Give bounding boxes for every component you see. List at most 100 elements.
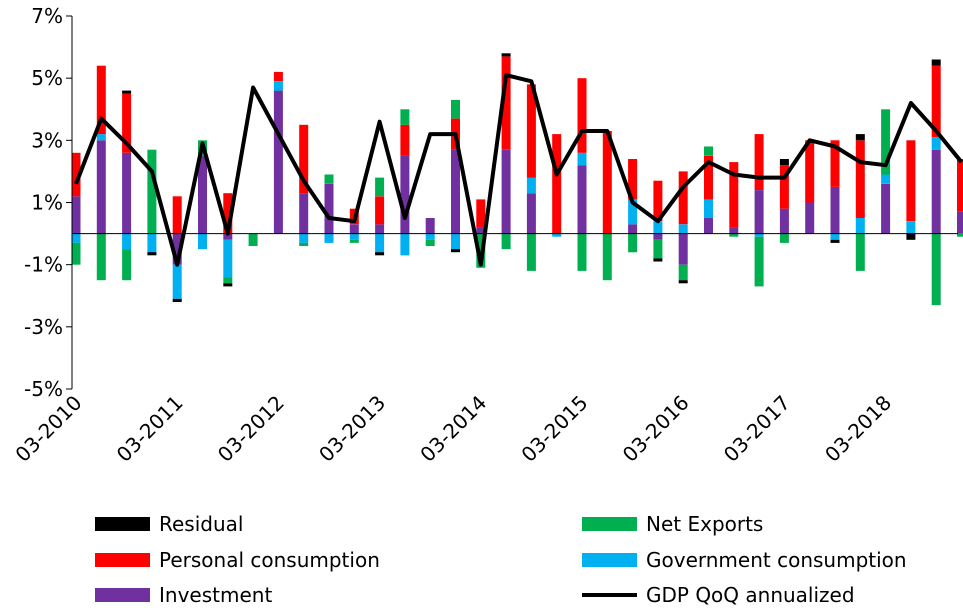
y-tick-label: 1%	[31, 191, 63, 215]
y-tick-label: -3%	[24, 315, 63, 339]
bar-government-consumption-0	[71, 233, 81, 243]
bar-investment-12	[375, 224, 385, 234]
x-tick-label: 03-2016	[618, 391, 694, 467]
bar-personal-consumption-1	[96, 65, 106, 135]
bar-investment-34	[931, 149, 941, 234]
bar-government-consumption-31	[855, 218, 865, 234]
bar-investment-22	[628, 224, 638, 234]
bar-personal-consumption-35	[957, 159, 963, 212]
bar-personal-consumption-29	[805, 140, 815, 203]
bar-investment-29	[805, 202, 815, 234]
bar-residual-17	[501, 53, 511, 57]
bar-investment-11	[349, 224, 359, 234]
x-tick-label: 03-2010	[10, 391, 86, 467]
x-tick-label: 03-2015	[516, 391, 592, 467]
bar-personal-consumption-31	[855, 140, 865, 218]
bar-net-exports-13	[400, 109, 410, 125]
bar-residual-33	[906, 233, 916, 240]
bar-residual-3	[147, 252, 157, 256]
bar-net-exports-28	[779, 233, 789, 243]
gdp-line-group	[74, 73, 963, 267]
bar-personal-consumption-0	[71, 152, 81, 197]
bar-personal-consumption-18	[526, 84, 536, 178]
bar-investment-25	[704, 218, 713, 234]
bar-investment-9	[299, 193, 309, 234]
bar-net-exports-11	[349, 239, 359, 243]
bar-personal-consumption-24	[678, 171, 688, 225]
bar-government-consumption-5	[198, 233, 207, 250]
bar-investment-26	[729, 227, 739, 234]
bar-personal-consumption-4	[172, 196, 182, 234]
bar-personal-consumption-22	[628, 159, 638, 200]
bar-government-consumption-6	[223, 239, 233, 278]
bar-personal-consumption-2	[122, 93, 132, 153]
bar-personal-consumption-30	[830, 140, 840, 187]
bar-net-exports-1	[96, 233, 106, 281]
bar-government-consumption-11	[349, 233, 359, 240]
bar-residual-12	[375, 252, 385, 256]
bars-group	[71, 53, 963, 306]
bar-government-consumption-24	[678, 224, 688, 234]
bar-government-consumption-9	[299, 233, 309, 243]
bar-personal-consumption-8	[273, 71, 283, 82]
bar-residual-4	[172, 298, 182, 302]
bar-residual-2	[122, 90, 132, 94]
bar-residual-6	[223, 283, 233, 287]
bar-net-exports-23	[653, 239, 663, 259]
bar-net-exports-3	[147, 149, 157, 234]
bar-personal-consumption-13	[400, 124, 410, 156]
bar-net-exports-9	[299, 242, 309, 246]
bar-net-exports-14	[425, 239, 435, 246]
bar-net-exports-34	[931, 233, 941, 306]
bar-government-consumption-3	[147, 233, 157, 253]
legend-label-gdp-qoq-annualized: GDP QoQ annualized	[646, 583, 855, 607]
bar-personal-consumption-34	[931, 65, 941, 138]
bar-net-exports-6	[223, 277, 233, 284]
x-tick-label: 03-2012	[213, 391, 289, 467]
bar-investment-35	[957, 211, 963, 234]
bar-net-exports-18	[526, 233, 536, 271]
bar-government-consumption-32	[881, 174, 891, 184]
bar-investment-20	[577, 165, 587, 234]
bar-net-exports-22	[628, 233, 638, 253]
legend-label-personal-consumption: Personal consumption	[159, 548, 380, 572]
bar-personal-consumption-27	[754, 134, 764, 190]
x-tick-label: 03-2014	[415, 391, 491, 467]
bar-investment-14	[425, 218, 435, 234]
bar-net-exports-12	[375, 177, 385, 197]
bar-investment-1	[96, 140, 106, 234]
bar-investment-27	[754, 190, 764, 234]
bar-government-consumption-4	[172, 264, 182, 299]
bar-government-consumption-30	[830, 233, 840, 240]
bar-net-exports-27	[754, 236, 764, 287]
bar-investment-10	[324, 183, 334, 234]
bar-personal-consumption-17	[501, 56, 511, 150]
bar-net-exports-10	[324, 174, 334, 184]
bar-investment-6	[223, 233, 233, 240]
bar-personal-consumption-20	[577, 78, 587, 153]
legend-swatch-net-exports	[582, 517, 637, 531]
legend-swatch-investment	[95, 588, 150, 602]
bar-residual-15	[451, 249, 460, 253]
x-tick-label: 03-2018	[820, 391, 896, 467]
bar-personal-consumption-6	[223, 193, 233, 234]
bar-net-exports-35	[957, 233, 963, 237]
x-tick-label: 03-2017	[719, 391, 795, 467]
bar-government-consumption-27	[754, 233, 764, 237]
bar-investment-32	[881, 183, 891, 234]
bar-personal-consumption-26	[729, 162, 739, 228]
bar-personal-consumption-25	[704, 155, 713, 200]
bar-investment-30	[830, 187, 840, 234]
bar-residual-23	[653, 258, 663, 262]
x-tick-label: 03-2013	[314, 391, 390, 467]
bar-government-consumption-13	[400, 233, 410, 256]
legend-swatch-personal-consumption	[95, 553, 150, 567]
bar-personal-consumption-23	[653, 180, 663, 222]
bar-government-consumption-12	[375, 233, 385, 253]
legend-swatch-government-consumption	[582, 553, 637, 567]
x-tick-label: 03-2011	[112, 391, 188, 467]
bar-residual-34	[931, 59, 941, 66]
bar-net-exports-15	[451, 99, 460, 119]
bar-investment-24	[678, 233, 688, 265]
